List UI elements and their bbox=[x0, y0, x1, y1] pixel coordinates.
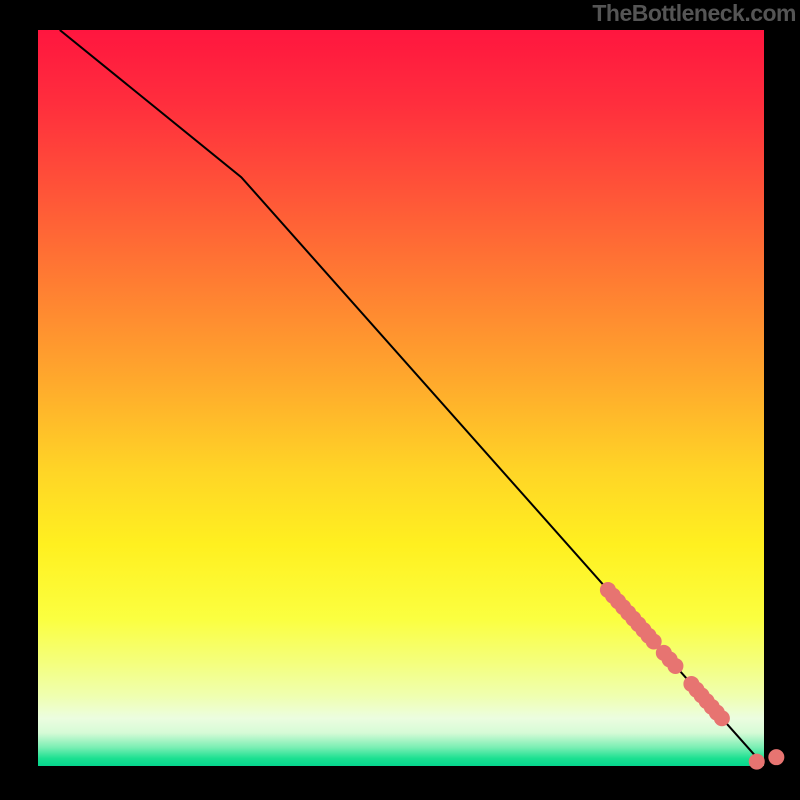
data-point bbox=[768, 749, 784, 765]
data-point bbox=[714, 710, 730, 726]
chart-svg bbox=[0, 0, 800, 800]
plot-group bbox=[38, 30, 784, 770]
chart-container: TheBottleneck.com bbox=[0, 0, 800, 800]
gradient-background bbox=[38, 30, 764, 766]
data-point bbox=[667, 658, 683, 674]
data-point bbox=[749, 754, 765, 770]
